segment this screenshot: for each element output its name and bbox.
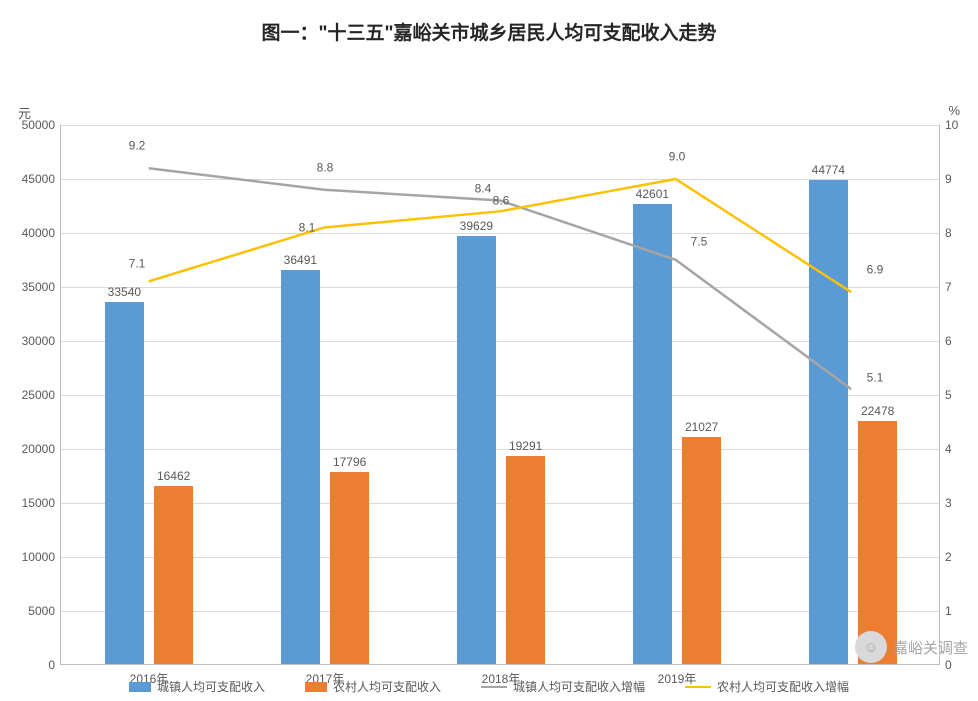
line-value-label: 5.1 [867, 370, 884, 384]
legend-label: 农村人均可支配收入增幅 [717, 678, 849, 695]
legend: 城镇人均可支配收入 农村人均可支配收入 城镇人均可支配收入增幅 农村人均可支配收入增幅 [0, 678, 978, 695]
legend-swatch-line [481, 686, 507, 688]
line-value-label: 7.5 [691, 234, 708, 248]
x-tick-label [765, 664, 941, 670]
line-value-label: 6.9 [867, 263, 884, 277]
y-left-tick: 45000 [22, 172, 61, 186]
legend-item: 农村人均可支配收入增幅 [685, 678, 849, 695]
y-left-tick: 15000 [22, 496, 61, 510]
line-value-label: 8.1 [299, 220, 316, 234]
legend-label: 农村人均可支配收入 [333, 678, 441, 695]
y-right-axis-label: % [948, 103, 960, 118]
watermark-icon: ☺ [855, 631, 887, 663]
legend-label: 城镇人均可支配收入增幅 [513, 678, 645, 695]
y-right-tick: 10 [939, 118, 958, 132]
y-left-tick: 35000 [22, 280, 61, 294]
y-left-tick: 40000 [22, 226, 61, 240]
line-value-label: 9.2 [129, 139, 146, 153]
legend-item: 农村人均可支配收入 [305, 678, 441, 695]
y-left-tick: 50000 [22, 118, 61, 132]
line-value-label: 8.6 [493, 193, 510, 207]
line-value-label: 7.1 [129, 256, 146, 270]
legend-swatch-line [685, 686, 711, 688]
legend-item: 城镇人均可支配收入 [129, 678, 265, 695]
legend-label: 城镇人均可支配收入 [157, 678, 265, 695]
line-value-label: 9.0 [669, 149, 686, 163]
legend-item: 城镇人均可支配收入增幅 [481, 678, 645, 695]
line-value-label: 8.8 [317, 160, 334, 174]
legend-swatch-bar [305, 682, 327, 692]
y-left-tick: 20000 [22, 442, 61, 456]
line-value-label: 8.4 [475, 182, 492, 196]
watermark-text: 嘉峪关调查 [893, 637, 968, 658]
plot-region: 0500010000150002000025000300003500040000… [60, 125, 940, 665]
y-left-tick: 5000 [28, 604, 61, 618]
y-left-tick: 10000 [22, 550, 61, 564]
watermark: ☺ 嘉峪关调查 [855, 631, 968, 663]
y-left-tick: 0 [48, 658, 61, 672]
y-left-tick: 25000 [22, 388, 61, 402]
legend-swatch-bar [129, 682, 151, 692]
y-left-tick: 30000 [22, 334, 61, 348]
chart-title: 图一："十三五"嘉峪关市城乡居民人均可支配收入走势 [0, 0, 978, 51]
